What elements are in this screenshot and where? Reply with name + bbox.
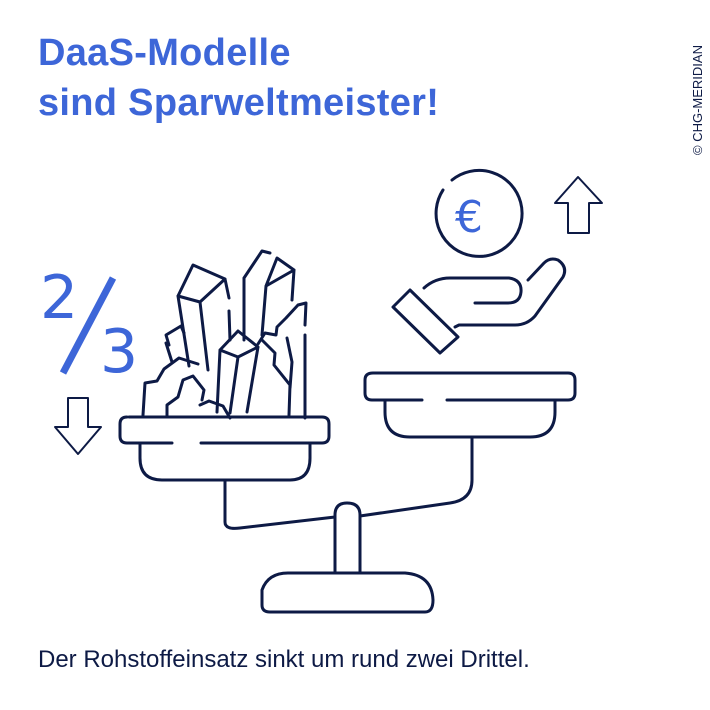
raw-materials-crystals-icon	[141, 249, 308, 420]
scale-stand	[260, 501, 435, 614]
two-thirds-fraction: 2 3	[40, 263, 138, 387]
euro-symbol: €	[455, 192, 483, 243]
right-scale-pan	[358, 371, 577, 518]
up-arrow-icon	[554, 176, 603, 234]
down-arrow-icon	[54, 397, 102, 455]
open-hand-icon	[391, 257, 567, 355]
fraction-denominator: 3	[100, 317, 138, 387]
left-scale-pan	[118, 415, 337, 530]
euro-coin-icon: €	[434, 168, 524, 258]
caption: Der Rohstoffeinsatz sinkt um rund zwei D…	[38, 646, 530, 673]
headline-line-2: sind Sparweltmeister!	[38, 82, 440, 124]
fraction-slash	[59, 276, 117, 375]
headline-line-1: DaaS-Modelle	[38, 32, 291, 74]
headline: DaaS-Modelle sind Sparweltmeister!	[38, 28, 439, 128]
fraction-numerator: 2	[40, 263, 78, 333]
